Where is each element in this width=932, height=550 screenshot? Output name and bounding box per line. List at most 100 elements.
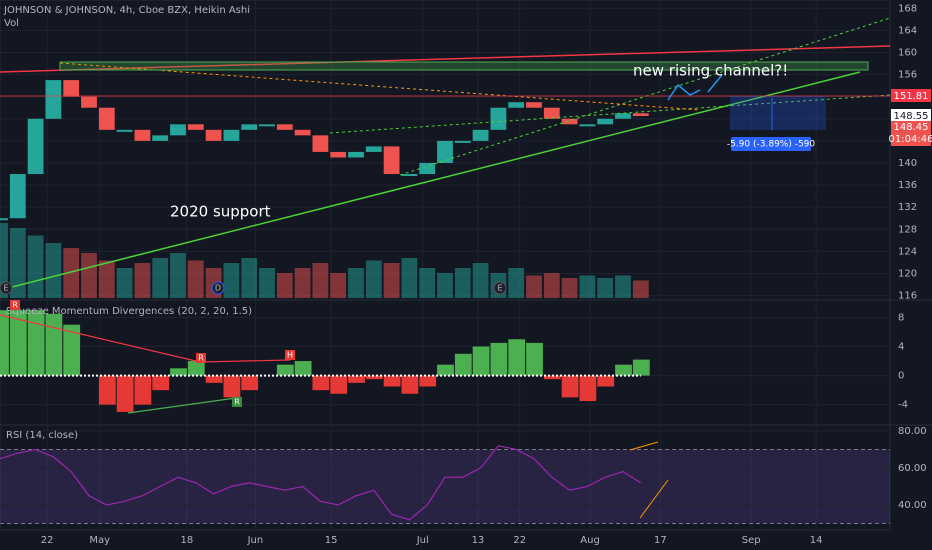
x-tick-label: May — [89, 535, 110, 546]
marker: H — [287, 351, 293, 360]
price-tag — [891, 109, 931, 122]
candle — [312, 135, 329, 152]
momentum-bar — [543, 375, 561, 380]
panel-title: Squeeze Momentum Divergences (20, 2, 20,… — [6, 306, 252, 317]
rsi-band — [0, 449, 890, 524]
y-tick-label: -4 — [898, 400, 908, 411]
momentum-bar — [27, 310, 45, 376]
y-tick-label: 164 — [898, 25, 917, 36]
volume-bar — [401, 258, 418, 298]
y-tick-label: 136 — [898, 180, 917, 191]
x-tick-label: 22 — [41, 535, 54, 546]
event-marker[interactable] — [0, 281, 13, 295]
volume-bar — [330, 273, 347, 298]
volume-bar — [312, 263, 329, 298]
candle — [27, 118, 44, 175]
x-tick-label: 14 — [810, 535, 823, 546]
volume-bar — [419, 268, 436, 298]
annotation: new rising channel?! — [633, 62, 788, 80]
candle — [116, 129, 133, 132]
x-tick-label: 22 — [513, 535, 526, 546]
candle — [437, 140, 453, 163]
divergence-line — [0, 314, 201, 363]
header-title: JOHNSON & JOHNSON, 4h, Cboe BZX, Heikin … — [3, 5, 250, 16]
volume-bar — [632, 280, 649, 298]
candle — [259, 124, 275, 127]
candle — [63, 80, 80, 97]
volume-bar — [81, 253, 97, 298]
x-tick-label: Jun — [247, 535, 264, 546]
divergence-line — [629, 441, 659, 451]
volume-bar — [259, 268, 275, 298]
x-tick-label: Jul — [416, 535, 429, 546]
y-tick-label: 0 — [898, 371, 904, 382]
price-tag — [891, 89, 931, 102]
candle — [419, 162, 436, 175]
y-tick-label: 124 — [898, 246, 917, 257]
volume-bar — [597, 278, 614, 298]
candle — [632, 113, 649, 117]
marker: R — [12, 301, 18, 310]
volume-bar — [579, 275, 596, 298]
momentum-bar — [615, 364, 632, 376]
y-tick-label: 160 — [898, 47, 917, 58]
marker: R — [198, 354, 204, 363]
event-label: D — [215, 284, 221, 293]
annotation: 2020 support — [170, 203, 271, 221]
volume-bar — [152, 258, 169, 298]
event-marker[interactable] — [493, 281, 507, 295]
candle — [526, 102, 542, 108]
candle — [508, 102, 525, 108]
candle — [223, 129, 240, 141]
momentum-bar — [472, 346, 490, 376]
momentum-bar — [454, 353, 472, 376]
momentum-bar — [597, 375, 615, 387]
momentum-bar — [632, 359, 650, 376]
volume-bar — [615, 275, 631, 298]
momentum-bar — [383, 375, 401, 387]
trend-line — [0, 45, 891, 73]
volume-bar — [543, 273, 560, 298]
channel-line — [399, 17, 891, 176]
volume-bar — [276, 273, 293, 298]
momentum-bar — [276, 364, 294, 376]
y-tick-label: 60.00 — [898, 463, 927, 474]
momentum-bar — [508, 339, 526, 376]
momentum-bar — [45, 313, 63, 376]
volume-bar — [187, 260, 204, 298]
event-marker[interactable] — [211, 281, 225, 295]
candle — [597, 118, 614, 125]
price-tag — [891, 121, 931, 134]
volume-bar — [9, 228, 26, 298]
momentum-bar — [348, 375, 365, 383]
x-tick-label: 17 — [654, 535, 667, 546]
candle — [579, 124, 596, 127]
price-tag-label: 148.45 — [894, 122, 929, 133]
trend-line — [0, 71, 861, 291]
measure-label: -5.90 (-3.89%) -590 — [727, 140, 816, 150]
momentum-bar — [116, 375, 134, 412]
volume-bar — [0, 223, 8, 298]
volume-bar — [170, 253, 186, 298]
plot-frame — [0, 0, 891, 531]
candle — [454, 140, 471, 143]
y-tick-label: 156 — [898, 70, 917, 81]
candle — [383, 146, 400, 175]
momentum-bar — [365, 375, 383, 380]
volume-bar — [98, 260, 115, 298]
y-tick-label: 128 — [898, 224, 917, 235]
momentum-bar — [187, 361, 205, 376]
rsi-line — [0, 445, 642, 521]
y-tick-label: 120 — [898, 268, 917, 279]
marker: R — [234, 398, 240, 407]
candle — [134, 129, 151, 141]
volume-bar — [241, 258, 258, 298]
momentum-bar — [241, 375, 259, 391]
momentum-bar — [152, 375, 170, 391]
arrow-path — [707, 74, 723, 93]
marker-bg — [232, 397, 242, 407]
momentum-bar — [330, 375, 348, 394]
momentum-bar — [579, 375, 597, 402]
momentum-bar — [294, 361, 312, 376]
candle — [543, 107, 560, 119]
